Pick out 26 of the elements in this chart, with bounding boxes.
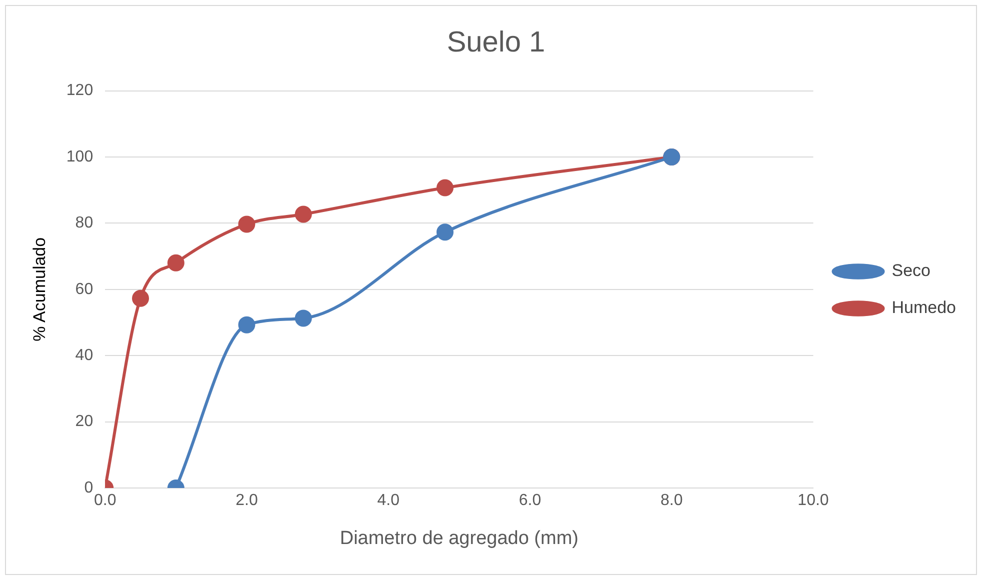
y-tick-label: 0 <box>84 479 94 496</box>
x-tick-label: 6.0 <box>518 492 542 510</box>
point <box>294 310 312 327</box>
point <box>132 290 150 307</box>
y-tick-label: 80 <box>75 214 94 232</box>
point <box>436 179 454 196</box>
point <box>436 224 454 241</box>
legend-label: Humedo <box>892 298 956 318</box>
x-tick-label: 2.0 <box>236 492 258 510</box>
x-tick-label: 0.0 <box>94 492 116 510</box>
point <box>167 254 184 272</box>
x-axis-title: Diametro de agregado (mm) <box>340 528 578 549</box>
y-tick-label: 100 <box>66 148 94 166</box>
x-tick-label: 8.0 <box>660 492 683 510</box>
y-tick-label: 60 <box>75 280 94 298</box>
y-tick-label: 120 <box>66 82 94 100</box>
x-tick-label: 4.0 <box>377 492 400 510</box>
legend-label: Seco <box>892 261 930 280</box>
y-axis-title: % Acumulado <box>30 237 49 342</box>
chart-title: Suelo 1 <box>446 26 546 58</box>
point <box>238 216 256 233</box>
y-tick-label: 20 <box>75 413 94 430</box>
point <box>238 316 256 334</box>
point <box>294 206 312 223</box>
x-tick-label: 10.0 <box>798 492 829 510</box>
y-tick-label: 40 <box>75 347 94 364</box>
